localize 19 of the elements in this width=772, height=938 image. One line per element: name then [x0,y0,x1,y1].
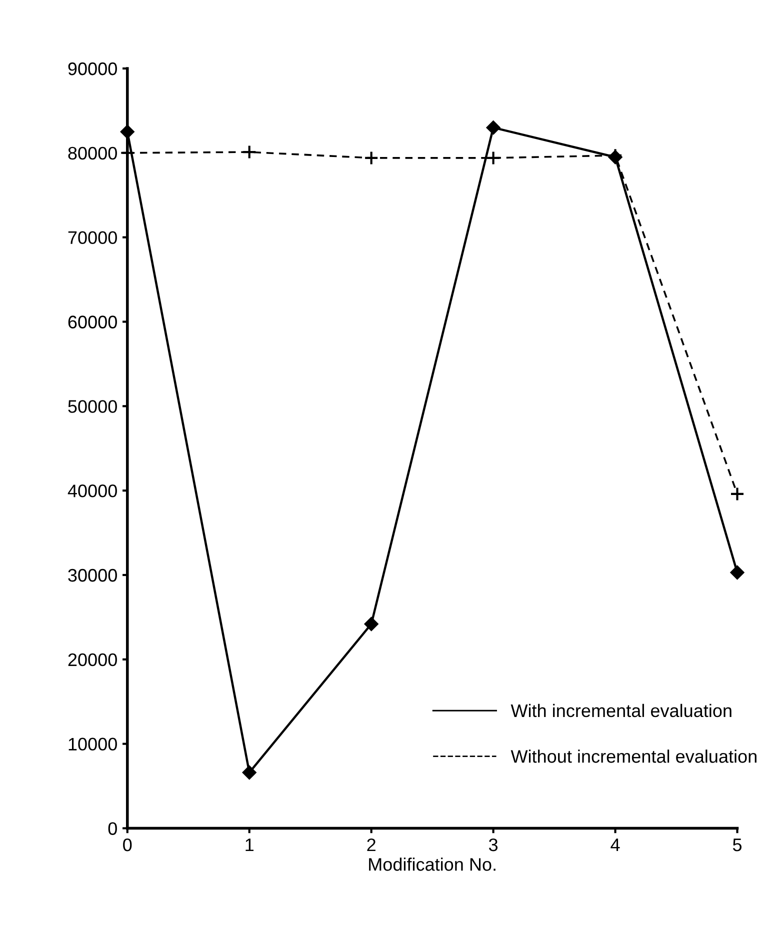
y-tick-label: 20000 [68,653,117,666]
x-tick-label: 1 [246,838,254,852]
x-tick-label: 2 [367,838,376,852]
x-tick-label: 3 [488,838,498,852]
y-tick-label: 80000 [68,146,117,160]
y-tick-label: 40000 [68,484,117,498]
y-tick-label: 30000 [68,568,117,582]
y-tick-label: 0 [108,822,117,835]
y-tick-label: 10000 [68,738,117,751]
x-tick-label: 4 [610,838,620,852]
x-tick-label: 0 [123,838,132,852]
x-tick-label: 5 [732,838,742,852]
x-axis-title: Modification No. [369,858,496,871]
y-tick-label: 70000 [68,231,117,244]
y-tick-label: 90000 [68,62,117,76]
legend-label: Without incremental evaluation [510,750,756,763]
y-tick-label: 50000 [68,400,117,413]
y-tick-label: 60000 [68,316,117,328]
legend-label: With incremental evaluation [510,704,732,718]
